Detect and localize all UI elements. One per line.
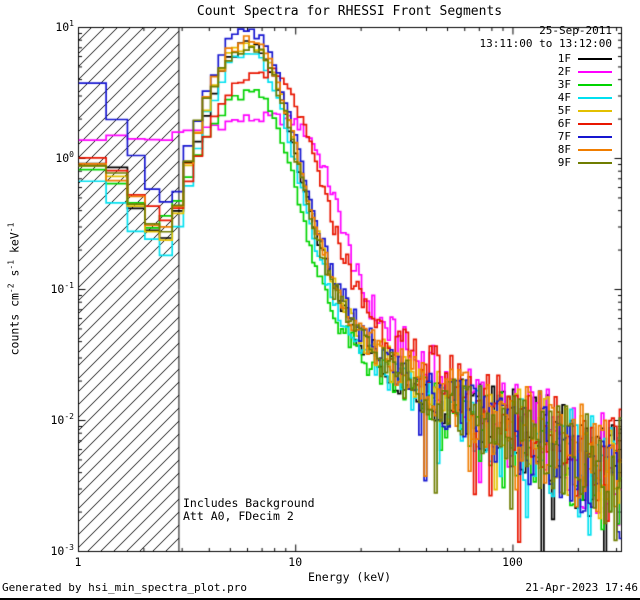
legend-label: 7F [557, 130, 571, 143]
y-axis-label-exponent: -2 [6, 283, 16, 294]
x-tick-label: 100 [502, 555, 523, 569]
observation-date: 25-Sep-2011 [539, 24, 612, 37]
legend-swatch [578, 57, 612, 60]
y-tick-label: 10-3 [50, 543, 75, 558]
legend-swatch [578, 135, 612, 138]
observation-time-range: 13:11:00 to 13:12:00 [479, 37, 612, 50]
legend-item-1F: 1F [558, 52, 612, 65]
generator-credit: Generated by hsi_min_spectra_plot.pro [2, 581, 248, 594]
legend-swatch [578, 148, 612, 151]
legend-swatch [578, 96, 612, 99]
legend-swatch [578, 161, 612, 164]
legend-label: 9F [557, 156, 571, 169]
legend-label: 3F [557, 78, 571, 91]
legend-item-5F: 5F [558, 104, 612, 117]
chart-title: Count Spectra for RHESSI Front Segments [196, 4, 503, 19]
legend-label: 5F [557, 104, 571, 117]
legend-swatch [578, 70, 612, 73]
bottom-divider [0, 598, 640, 600]
legend-item-8F: 8F [558, 143, 612, 156]
legend-swatch [578, 83, 612, 86]
y-axis-label: counts cm-2 s-1 keV-1 [7, 223, 22, 356]
y-axis-label-text: keV [7, 232, 22, 260]
legend-item-2F: 2F [558, 65, 612, 78]
y-axis-label-exponent: -1 [6, 259, 16, 270]
legend-item-6F: 6F [558, 117, 612, 130]
legend-item-7F: 7F [558, 130, 612, 143]
annotation-attenuator-state: Att A0, FDecim 2 [183, 509, 294, 523]
y-axis-label-text: counts cm [7, 293, 22, 356]
y-tick-label: 101 [55, 19, 74, 34]
legend-label: 2F [557, 65, 571, 78]
x-tick-label: 1 [74, 555, 82, 569]
legend-swatch [578, 122, 612, 125]
legend-item-3F: 3F [558, 78, 612, 91]
x-axis-label: Energy (keV) [307, 570, 392, 584]
legend-label: 8F [557, 143, 571, 156]
render-timestamp: 21-Apr-2023 17:46 [525, 581, 638, 594]
x-tick-label: 10 [288, 555, 303, 569]
y-axis-label-exponent: -1 [6, 222, 16, 233]
legend-label: 1F [557, 52, 571, 65]
legend-swatch [578, 109, 612, 112]
detector-legend: 1F 2F 3F 4F 5F 6F 7F 8F 9F [558, 52, 612, 169]
y-tick-label: 100 [55, 150, 74, 165]
y-tick-label: 10-2 [50, 412, 75, 427]
legend-item-9F: 9F [558, 156, 612, 169]
annotation-includes-background: Includes Background [183, 496, 315, 510]
legend-item-4F: 4F [558, 91, 612, 104]
legend-label: 4F [557, 91, 571, 104]
y-tick-label: 10-1 [50, 281, 75, 296]
legend-label: 6F [557, 117, 571, 130]
y-axis-label-text: s [7, 269, 22, 284]
